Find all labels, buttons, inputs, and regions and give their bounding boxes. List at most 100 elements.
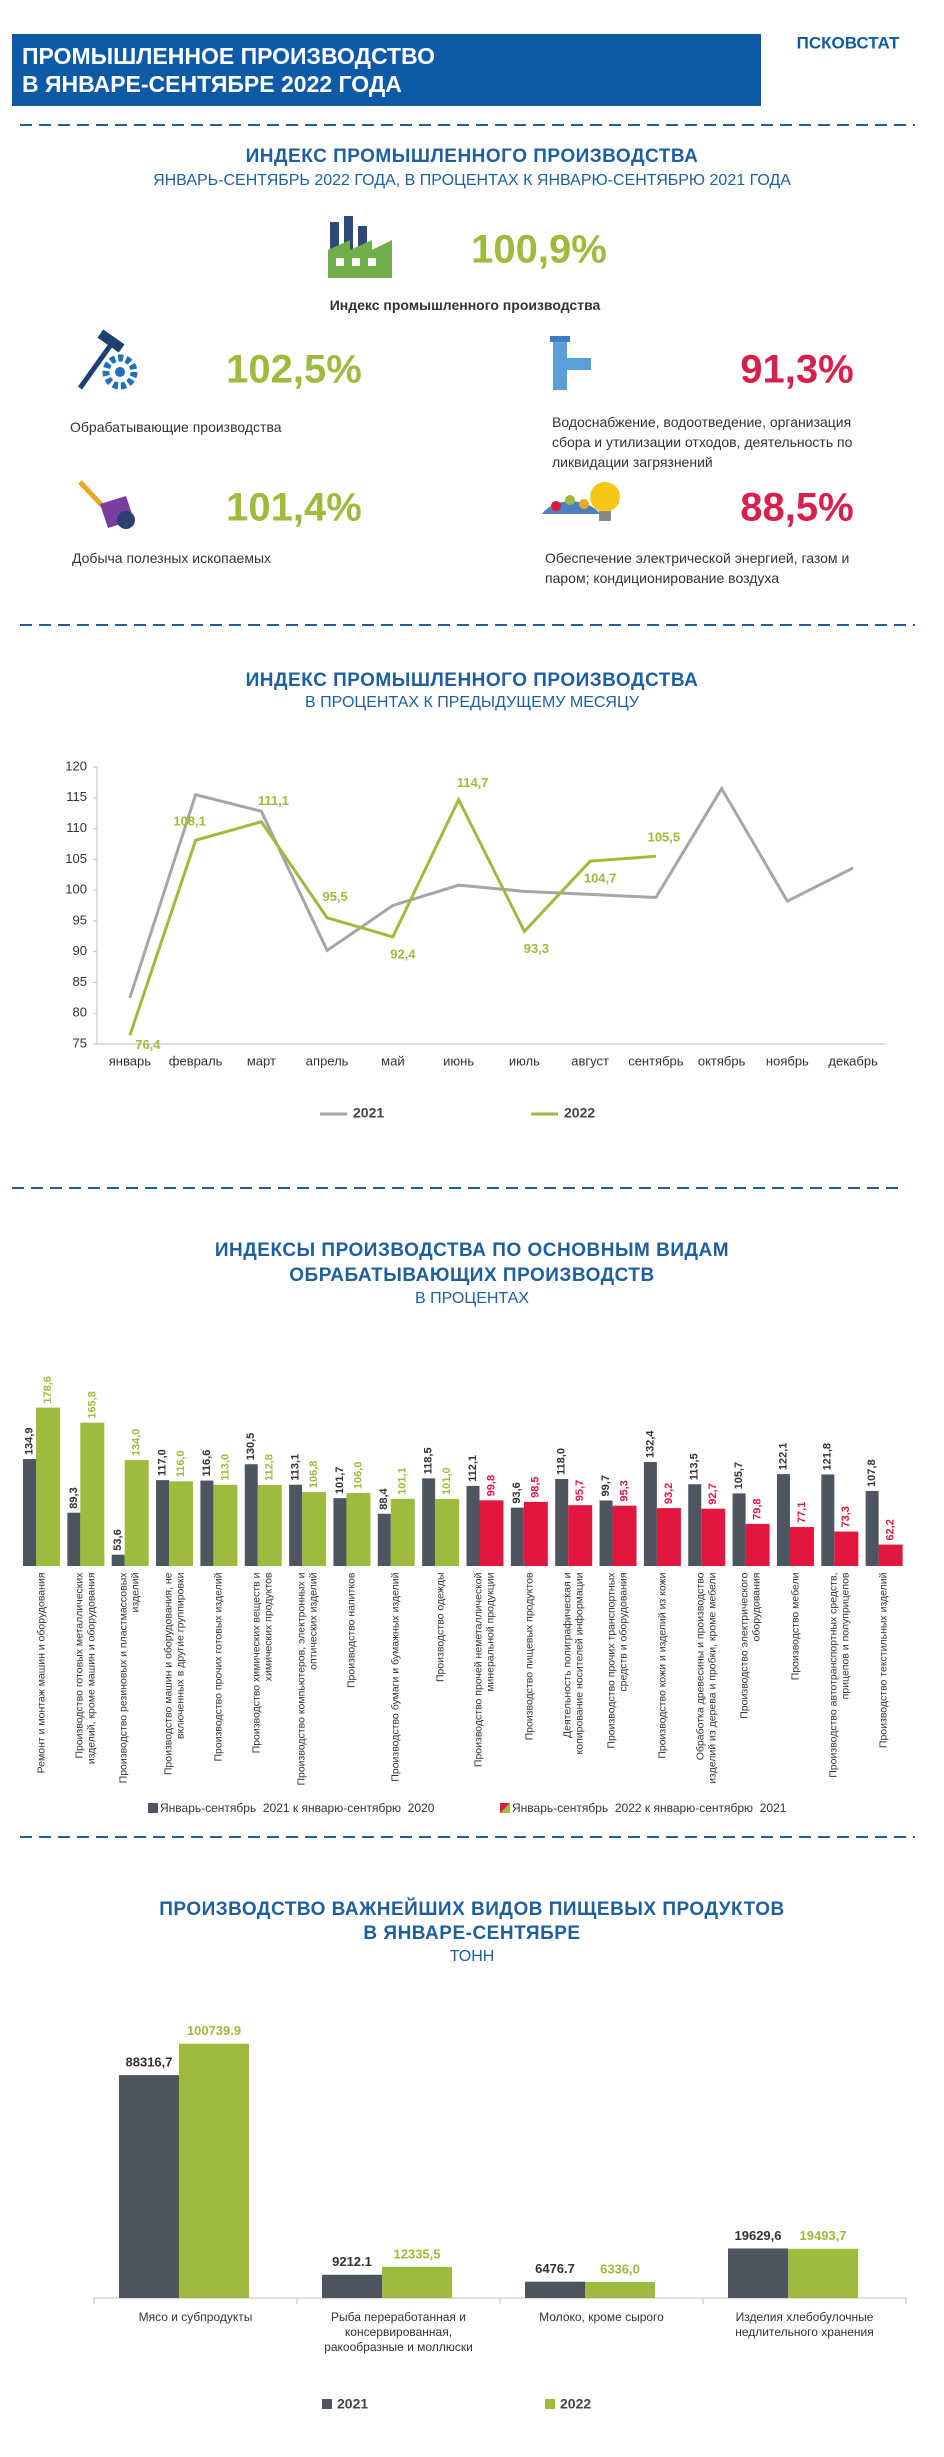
legend-label: 2022 [564,1105,595,1121]
chart-subtitle: В ПРОЦЕНТАХ К ПРЕДЫДУЩЕМУ МЕСЯЦУ [305,694,639,711]
y-tick-label: 80 [73,1005,87,1020]
index-value: 102,5% [226,347,362,392]
data-label: 19629,6 [735,2228,782,2243]
y-tick-label: 90 [73,943,87,958]
bar [523,1501,548,1566]
data-label: 100739.9 [187,2023,241,2038]
index-value: 101,4% [226,485,362,530]
x-tick-label: июнь [443,1053,474,1068]
data-label: 165,8 [86,1391,98,1419]
line-series [128,785,854,999]
bar [585,2282,655,2298]
legend-label: Январь-сентябрь 2022 к январю-сентябрю 2… [512,1801,787,1815]
data-label: 178,6 [42,1376,54,1404]
index-value: 88,5% [740,485,854,530]
section-title: ИНДЕКС ПРОМЫШЛЕННОГО ПРОИЗВОДСТВА [245,146,699,167]
bar [788,2248,858,2298]
data-label: 53,6 [112,1529,124,1550]
bar [382,2266,452,2298]
x-tick-label: март [247,1053,276,1068]
data-label: 6336,0 [600,2261,640,2276]
x-tick-label: апрель [306,1053,349,1068]
x-tick-label: ноябрь [766,1053,809,1068]
main-caption: Индекс промышленного производства [329,297,601,313]
index-caption: Обеспечение электрической энергией, газо… [545,550,850,586]
bar [525,2281,585,2298]
bar [466,1485,480,1566]
data-label: 95,7 [574,1480,586,1501]
bar [302,1492,327,1566]
x-tick-label: декабрь [828,1053,878,1068]
data-label: 76,4 [135,1037,161,1052]
data-label: 19493,7 [800,2228,847,2243]
x-tick-label: Производство электрического оборудования [738,1572,763,1719]
bar [479,1500,504,1566]
bar [789,1527,814,1566]
x-tick-label: Мясо и субпродукты [138,2310,253,2324]
data-label: 9212.1 [332,2254,372,2269]
header-box [12,34,761,106]
x-tick-label: Производство машин и оборудования, не вк… [162,1572,187,1775]
factory-icon [328,216,392,278]
data-label: 106,8 [308,1461,320,1489]
data-label: 93,3 [524,941,549,956]
data-label: 113,1 [290,1454,302,1481]
data-label: 121,8 [822,1443,834,1471]
bar [119,2075,179,2298]
data-label: 116,6 [201,1450,213,1477]
data-label: 122,1 [777,1443,789,1471]
section-subtitle: ЯНВАРЬ-СЕНТЯБРЬ 2022 ГОДА, В ПРОЦЕНТАХ К… [153,172,791,189]
data-label: 118,0 [556,1448,568,1475]
chart-subtitle: ТОНН [449,1948,495,1965]
legend-label: 2022 [560,2396,591,2412]
y-tick-label: 115 [66,789,87,804]
bar [732,1493,746,1566]
legend-label: 2021 [337,2396,368,2412]
x-tick-label: Производство готовых металлических издел… [73,1572,98,1764]
x-tick-label: июль [509,1053,540,1068]
bar [169,1481,194,1566]
y-tick-label: 95 [73,912,87,927]
bar [878,1544,903,1566]
data-label: 106,0 [352,1462,364,1490]
x-tick-label: Рыба переработанная и консервированная, … [324,2310,473,2354]
bar [612,1505,637,1566]
x-tick-label: Производство химических веществ и химиче… [250,1572,275,1753]
bar [656,1508,681,1566]
x-tick-label: май [381,1053,404,1068]
bar [289,1484,303,1566]
y-tick-label: 75 [73,1035,87,1050]
index-caption: Обрабатывающие производства [70,419,282,435]
bar [124,1460,149,1566]
data-label: 117,0 [156,1449,168,1476]
bar [156,1480,170,1566]
data-label: 92,4 [390,946,416,961]
data-label: 92,7 [707,1483,719,1504]
data-label: 6476.7 [535,2261,575,2276]
bar [834,1531,859,1566]
data-label: 101,0 [441,1467,453,1495]
data-label: 88,4 [378,1487,390,1509]
bar [776,1474,790,1566]
legend-swatch [500,1803,510,1813]
chart-title: ОБРАБАТЫВАЮЩИХ ПРОИЗВОДСТВ [289,1265,655,1286]
x-tick-label: Производство мебели [789,1572,802,1680]
data-label: 130,5 [245,1433,257,1461]
bar [23,1459,36,1566]
chart-subtitle: В ПРОЦЕНТАХ [414,1290,530,1307]
legend-swatch [322,2399,332,2409]
bar [213,1484,238,1566]
data-label: 111,1 [258,793,289,808]
data-label: 12335,5 [394,2246,441,2261]
bar [422,1478,436,1566]
data-label: 95,3 [618,1480,630,1501]
x-tick-label: Производство бумаги и бумажных изделий [389,1572,402,1782]
x-tick-label: Производство прочей неметаллической мине… [472,1572,497,1767]
data-label: 73,3 [840,1506,852,1527]
legend-label: Январь-сентябрь 2021 к январю-сентябрю 2… [160,1801,435,1815]
bar [377,1513,391,1566]
data-label: 88316,7 [126,2055,173,2070]
agency: ПСКОВСТАТ [797,33,900,52]
